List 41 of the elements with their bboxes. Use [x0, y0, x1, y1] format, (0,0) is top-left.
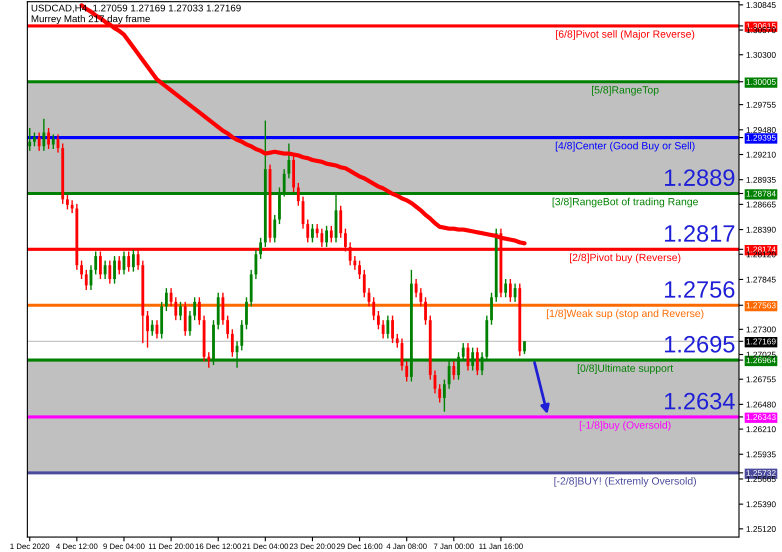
- y-tick-label: 1.29480: [746, 126, 776, 133]
- y-tick-label: 1.30300: [746, 52, 776, 58]
- annotation: 1.2695: [665, 336, 734, 353]
- ref-line-label: [4/8]Center (Good Buy or Sell): [556, 142, 695, 152]
- y-tick-label: 1.27563: [746, 302, 776, 308]
- y-tick-label: 1.29210: [746, 152, 776, 158]
- y-tick-label: 1.26755: [746, 376, 776, 382]
- y-tick-label: 1.27300: [746, 326, 776, 332]
- annotation: 1.2634: [665, 392, 735, 410]
- annotation: 1.2756: [665, 281, 734, 298]
- y-tick-label: 1.25732: [746, 470, 776, 476]
- y-tick-label: 1.26343: [746, 414, 776, 420]
- annotation: 1.2817: [665, 225, 734, 242]
- y-tick-label: 1.30615: [746, 23, 776, 30]
- y-tick-label: 1.30845: [746, 2, 776, 8]
- ref-line-label: [2/8]Pivot buy (Reverse): [570, 254, 680, 264]
- ref-line-label: [3/8]RangeBot of trading Range: [552, 198, 698, 208]
- y-tick-label: 1.25935: [746, 451, 776, 458]
- ref-line-label: [5/8]RangeTop: [592, 86, 659, 96]
- y-tick-label: 1.26480: [746, 402, 776, 408]
- y-tick-label: 1.29755: [746, 102, 776, 108]
- ref-line-label: [6/8]Pivot sell (Major Reverse): [556, 30, 694, 40]
- y-tick-label: 1.27169: [746, 338, 776, 344]
- ref-line-label: [0/8]Ultimate support: [578, 364, 674, 374]
- y-tick-label: 1.28390: [746, 226, 776, 233]
- y-tick-label: 1.27845: [746, 276, 776, 283]
- y-tick-label: 1.30005: [746, 78, 776, 85]
- y-tick-label: 1.30570: [746, 27, 776, 34]
- annotation: 1.2889: [665, 169, 734, 186]
- y-tick-label: 1.26210: [746, 426, 776, 432]
- ref-line-label: [-2/8]BUY! (Extremly Oversold): [554, 477, 696, 487]
- y-tick-label: 1.25120: [746, 526, 776, 532]
- ref-line-label: [-1/8]buy (Oversold): [580, 421, 671, 431]
- y-tick-label: 1.28935: [746, 176, 776, 183]
- ref-line-label: [1/8]Weak sup (stop and Reverse): [546, 309, 704, 320]
- y-tick-label: 1.28665: [746, 202, 776, 208]
- y-tick-label: 1.26964: [746, 357, 776, 364]
- y-tick-label: 1.28174: [746, 246, 776, 252]
- y-tick-label: 1.28784: [746, 190, 776, 197]
- y-tick-label: 1.25390: [746, 501, 776, 508]
- y-tick-label: 1.29395: [746, 134, 776, 141]
